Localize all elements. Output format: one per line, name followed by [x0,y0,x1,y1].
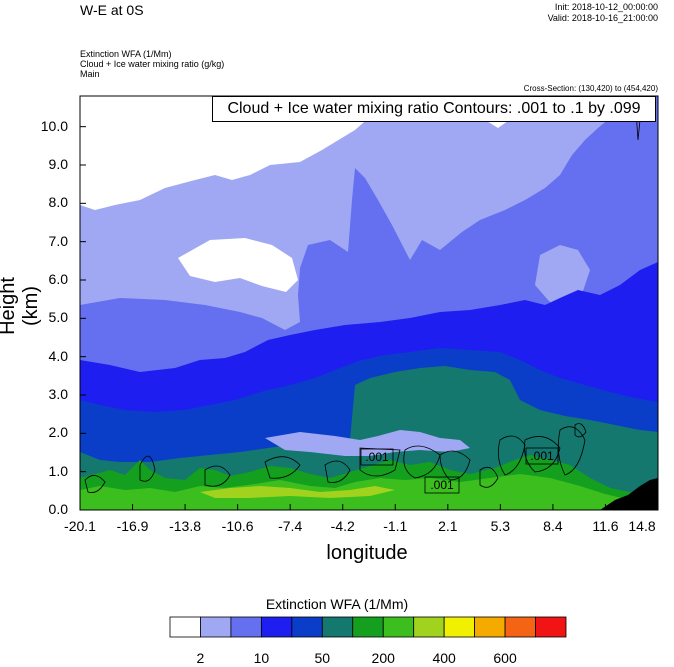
y-tick-label: 0.0 [48,501,68,517]
y-tick-label: 3.0 [48,386,68,402]
contour-label-group: .001 .001 .001 [360,447,559,494]
colorbar-swatch [443,616,476,638]
colorbar-swatch [413,616,445,638]
x-tick-label: -4.2 [330,518,355,534]
y-tick-label: 7.0 [48,232,68,249]
y-tick-label: 2.0 [48,424,68,441]
colorbar-label: 400 [432,650,456,666]
y-tick-label: 4.0 [48,347,68,364]
x-axis-label: longitude [326,542,408,564]
band-extinction-500 [200,486,395,498]
colorbar-swatch [291,616,323,638]
x-tick-label: 5.3 [490,518,511,534]
contour-label-box [360,448,394,466]
contour-lines [84,96,643,493]
x-tick-label: 8.4 [543,518,563,534]
band-extinction-2 [80,96,380,210]
cross-section-label: Cross-Section: (130,420) to (454,420) [523,84,658,93]
x-tick-label: 14.8 [628,518,656,534]
colorbar-swatch [169,616,201,638]
colorbar [169,616,567,638]
colorbar-label: 50 [314,650,331,666]
colorbar-label: 2 [196,650,205,666]
colorbar-swatch [382,616,415,638]
x-tick-label: -1.1 [383,518,408,534]
y-tick-label: 9.0 [48,156,68,172]
y-tick-label: 10.0 [40,117,68,134]
colorbar-swatch [321,616,354,638]
contour-label: .001 [430,478,454,492]
x-tick-label: -16.9 [116,518,149,534]
field-info: Extinction WFA (1/Mm) Cloud + Ice water … [80,49,224,79]
x-tick-label: 2.1 [438,518,458,534]
colorbar-swatch [200,616,232,638]
x-tick-label: -13.8 [169,518,202,534]
contour-label: .001 [530,449,554,463]
contour-label: .001 [365,450,389,464]
valid-time: Valid: 2018-10-16_21:00:00 [547,13,658,23]
colorbar-label: 10 [253,650,270,666]
time-info: Init: 2018-10-12_00:00:00 Valid: 2018-10… [548,2,658,24]
field-main: Main [80,69,100,79]
colorbar-label: 200 [371,650,395,666]
y-tick-label: 8.0 [48,194,68,211]
axis-ticks [79,126,659,511]
y-tick-label: 6.0 [48,271,68,287]
colorbar-swatch [474,616,506,638]
x-tick-label: 11.6 [592,518,619,534]
colorbar-label: 600 [493,650,517,666]
x-tick-label: -7.4 [278,518,303,534]
y-tick-label: 5.0 [48,309,68,326]
band-extinction-light-layer [265,430,470,456]
contour-info-box: Cloud + Ice water mixing ratio Contours:… [212,96,656,122]
heatmap-field [80,96,658,510]
band-extinction-2b [178,238,298,292]
colorbar-swatch [504,616,536,638]
field-cloud-ice: Cloud + Ice water mixing ratio (g/kg) [80,59,225,69]
y-tick-label: 1.0 [48,462,68,479]
contour-label-box [525,447,559,465]
init-time: Init: 2018-10-12_00:00:00 [554,2,658,12]
colorbar-swatch [230,616,262,638]
x-tick-label: -10.6 [221,518,254,534]
colorbar-swatch [535,616,567,638]
colorbar-swatch [352,616,384,638]
field-extinction: Extinction WFA (1/Mm) [80,49,172,59]
colorbar-swatch [260,616,293,638]
x-tick-label: -20.1 [64,518,96,534]
colorbar-title: Extinction WFA (1/Mm) [265,596,409,612]
plot-title: W-E at 0S [80,2,144,18]
terrain [600,478,658,510]
contour-label-box [424,476,460,494]
